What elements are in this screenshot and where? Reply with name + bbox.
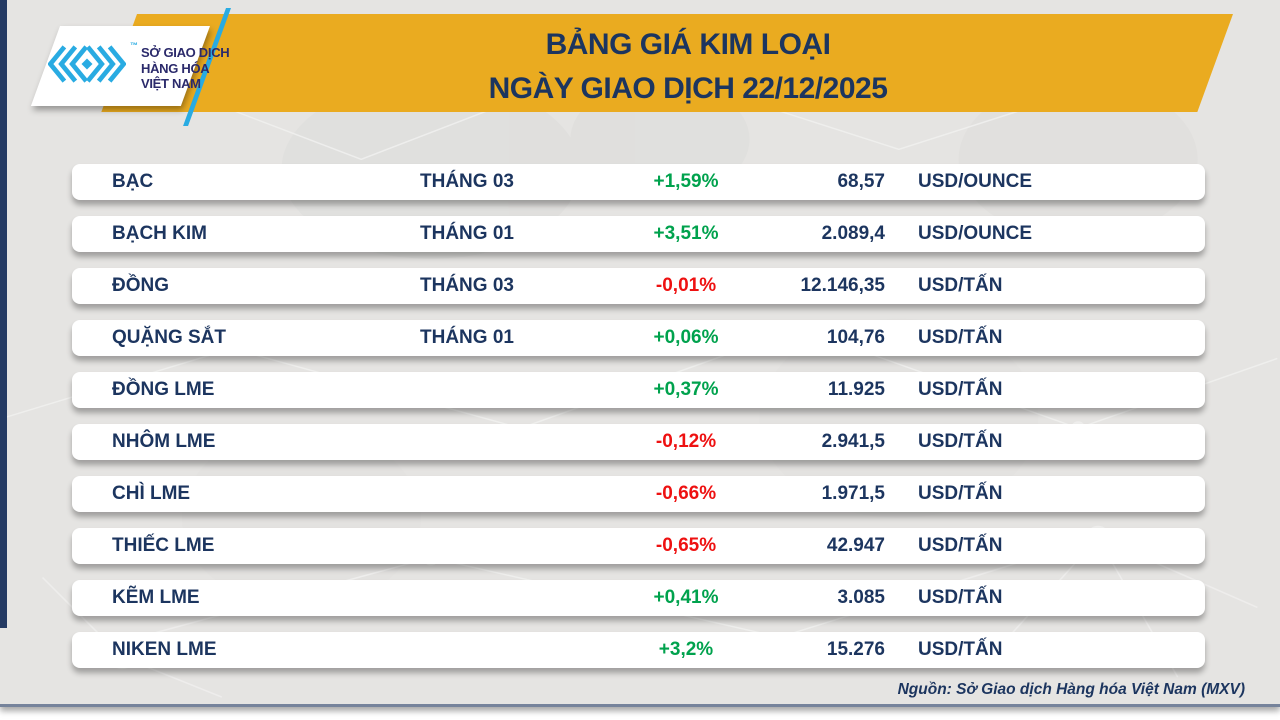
price-row: NHÔM LME -0,12% 2.941,5 USD/TẤN: [72, 424, 1205, 460]
price-value: 104,76: [826, 327, 885, 348]
change-percent: -0,65%: [655, 535, 717, 556]
price-value: 11.925: [827, 379, 885, 400]
price-value: 42.947: [826, 535, 885, 556]
contract-month: THÁNG 01: [420, 327, 514, 348]
commodity-name: THIẾC LME: [112, 535, 215, 556]
commodity-name: BẠC: [112, 171, 154, 192]
commodity-name: CHÌ LME: [112, 483, 191, 504]
price-row: THIẾC LME -0,65% 42.947 USD/TẤN: [72, 528, 1205, 564]
price-unit: USD/TẤN: [918, 483, 1003, 504]
price-unit: USD/TẤN: [918, 327, 1003, 348]
price-unit: USD/TẤN: [918, 639, 1003, 660]
change-percent: -0,01%: [655, 275, 717, 296]
price-unit: USD/TẤN: [918, 587, 1003, 608]
contract-month: THÁNG 01: [420, 223, 514, 244]
price-unit: USD/TẤN: [918, 379, 1003, 400]
change-percent: +3,51%: [653, 223, 719, 244]
change-percent: +0,41%: [653, 587, 719, 608]
price-value: 3.085: [837, 587, 885, 608]
price-table: BẠC THÁNG 03 +1,59% 68,57 USD/OUNCE BẠCH…: [72, 164, 1205, 684]
commodity-name: KẼM LME: [112, 587, 200, 608]
price-value: 68,57: [837, 171, 885, 192]
commodity-name: NHÔM LME: [112, 431, 216, 452]
commodity-name: ĐỒNG LME: [112, 379, 215, 400]
contract-month: THÁNG 03: [420, 275, 514, 296]
change-percent: -0,66%: [655, 483, 717, 504]
commodity-name: ĐỒNG: [112, 275, 169, 296]
contract-month: THÁNG 03: [420, 171, 514, 192]
price-unit: USD/OUNCE: [918, 171, 1033, 192]
source-note: Nguồn: Sở Giao dịch Hàng hóa Việt Nam (M…: [897, 681, 1245, 698]
price-row: ĐỒNG LME +0,37% 11.925 USD/TẤN: [72, 372, 1205, 408]
page-title-line1: BẢNG GIÁ KIM LOẠI: [545, 28, 831, 61]
price-row: QUẶNG SẮT THÁNG 01 +0,06% 104,76 USD/TẤN: [72, 320, 1205, 356]
change-percent: +1,59%: [653, 171, 719, 192]
price-row: NIKEN LME +3,2% 15.276 USD/TẤN: [72, 632, 1205, 668]
price-row: ĐỒNG THÁNG 03 -0,01% 12.146,35 USD/TẤN: [72, 268, 1205, 304]
mxv-chevron-logo-icon: [48, 45, 126, 83]
price-unit: USD/OUNCE: [918, 223, 1033, 244]
price-unit: USD/TẤN: [918, 275, 1003, 296]
trademark-symbol: ™: [130, 41, 138, 50]
exchange-name: SỞ GIAO DỊCH HÀNG HÓA VIỆT NAM: [141, 45, 230, 91]
price-value: 2.941,5: [821, 431, 885, 452]
change-percent: +3,2%: [658, 639, 714, 660]
change-percent: +0,37%: [653, 379, 719, 400]
price-unit: USD/TẤN: [918, 431, 1003, 452]
price-value: 15.276: [826, 639, 885, 660]
left-accent-strip: [0, 0, 7, 628]
price-row: BẠCH KIM THÁNG 01 +3,51% 2.089,4 USD/OUN…: [72, 216, 1205, 252]
commodity-name: NIKEN LME: [112, 639, 217, 660]
price-unit: USD/TẤN: [918, 535, 1003, 556]
change-percent: -0,12%: [655, 431, 717, 452]
price-row: CHÌ LME -0,66% 1.971,5 USD/TẤN: [72, 476, 1205, 512]
price-row: KẼM LME +0,41% 3.085 USD/TẤN: [72, 580, 1205, 616]
price-value: 2.089,4: [821, 223, 885, 244]
page-title-line2: NGÀY GIAO DỊCH 22/12/2025: [488, 72, 888, 105]
commodity-name: BẠCH KIM: [112, 223, 207, 244]
price-row: BẠC THÁNG 03 +1,59% 68,57 USD/OUNCE: [72, 164, 1205, 200]
price-value: 12.146,35: [800, 275, 885, 296]
change-percent: +0,06%: [653, 327, 719, 348]
page-title: BẢNG GIÁ KIM LOẠI NGÀY GIAO DỊCH 22/12/2…: [248, 23, 1128, 111]
price-value: 1.971,5: [821, 483, 885, 504]
commodity-name: QUẶNG SẮT: [112, 327, 226, 348]
